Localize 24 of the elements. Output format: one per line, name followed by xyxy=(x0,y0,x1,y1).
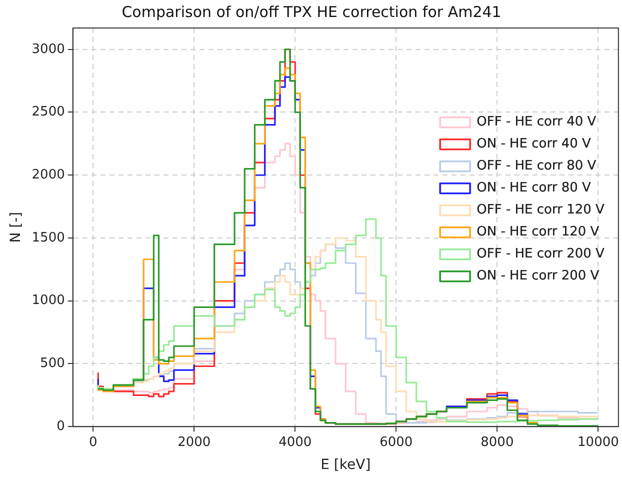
legend-label: ON - HE corr 200 V xyxy=(476,268,600,284)
legend-label: ON - HE corr 80 V xyxy=(476,180,592,196)
y-tick-label: 2000 xyxy=(32,167,65,182)
legend-label: OFF - HE corr 40 V xyxy=(476,114,596,130)
y-tick-label: 500 xyxy=(40,356,65,372)
legend-label: ON - HE corr 120 V xyxy=(476,224,600,240)
x-tick-label: 0 xyxy=(88,434,98,450)
legend-label: OFF - HE corr 80 V xyxy=(476,158,596,174)
y-tick-label: 2500 xyxy=(32,104,65,120)
legend-label: OFF - HE corr 120 V xyxy=(476,202,605,218)
x-axis-title: E [keV] xyxy=(320,457,371,474)
y-axis-title: N [-] xyxy=(8,212,24,243)
x-tick-label: 6000 xyxy=(380,434,413,450)
legend-label: OFF - HE corr 200 V xyxy=(476,246,605,262)
y-tick-label: 1500 xyxy=(32,230,65,246)
y-tick-label: 3000 xyxy=(32,42,65,57)
x-tick-label: 4000 xyxy=(278,434,312,450)
x-tick-label: 10000 xyxy=(578,434,619,450)
y-tick-label: 0 xyxy=(56,418,65,434)
y-tick-label: 1000 xyxy=(32,293,65,308)
legend-label: ON - HE corr 40 V xyxy=(476,136,592,152)
x-tick-label: 2000 xyxy=(178,434,211,450)
chart-title: Comparison of on/off TPX HE correction for Am241 xyxy=(122,2,502,21)
x-tick-label: 8000 xyxy=(480,434,514,450)
